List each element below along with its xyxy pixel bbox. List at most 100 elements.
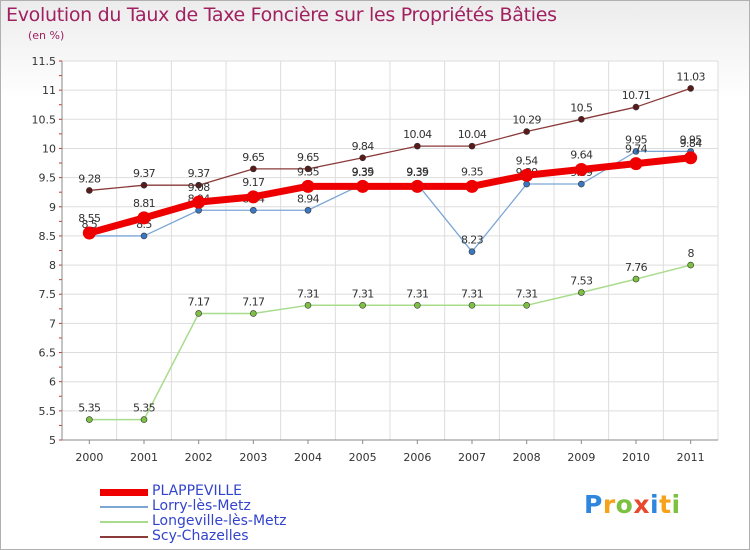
data-point [195, 181, 202, 189]
data-label: 10.5 [570, 101, 593, 114]
data-label: 9.35 [352, 165, 375, 178]
data-point [684, 151, 698, 165]
data-point [632, 275, 640, 283]
logo-letter: i [671, 490, 681, 519]
data-point [140, 181, 148, 189]
data-label: 9.64 [570, 148, 593, 161]
x-tick-label: 2005 [349, 451, 377, 464]
series-longeville-l-s-metz: 5.35 5.35 7.17 7.17 7.31 7.31 7.31 7.31 7.31 7.53… [78, 247, 695, 423]
y-tick-label: 6.5 [39, 347, 57, 360]
series-line [88, 264, 692, 421]
data-label: 9.37 [133, 167, 156, 180]
proxiti-logo: Proxiti [584, 490, 681, 519]
data-point [356, 179, 370, 193]
data-label: 9.95 [625, 133, 648, 146]
data-point [195, 310, 202, 317]
y-tick-label: 9.5 [39, 172, 57, 185]
data-label: 8.94 [297, 192, 320, 205]
data-point [410, 179, 424, 193]
data-label: 9.84 [352, 140, 375, 153]
data-label: 9.95 [680, 133, 703, 146]
data-point [468, 302, 476, 309]
y-tick-label: 11 [42, 84, 56, 97]
data-label: 9.65 [297, 151, 320, 164]
legend-label: Lorry-lès-Metz [152, 498, 251, 514]
data-point [523, 302, 530, 309]
data-point [687, 261, 694, 269]
data-point [578, 289, 585, 296]
data-label: 9.65 [242, 151, 265, 164]
logo-letter: o [615, 490, 634, 519]
data-label: 9.39 [406, 166, 429, 179]
x-tick-label: 2007 [458, 451, 486, 464]
data-label: 7.31 [297, 287, 319, 300]
logo-letter: r [602, 490, 616, 519]
data-label: 8.81 [133, 197, 155, 210]
legend-swatch [100, 488, 148, 496]
data-point [629, 157, 643, 171]
data-point [578, 116, 585, 123]
data-point [86, 187, 93, 194]
legend-item: Lorry-lès-Metz [100, 499, 287, 514]
data-point [523, 128, 530, 135]
x-tick-label: 2010 [622, 451, 650, 464]
legend-item: Scy-Chazelles [100, 529, 287, 544]
data-label: 5.35 [133, 402, 156, 415]
data-label: 9.39 [352, 166, 375, 179]
data-point [632, 103, 640, 111]
chart-unit-label: (en %) [28, 29, 65, 42]
legend-label: Scy-Chazelles [152, 528, 249, 544]
x-tick-label: 2003 [239, 451, 267, 464]
data-point [414, 302, 421, 309]
data-label: 11.03 [676, 70, 705, 83]
data-point [137, 211, 151, 225]
data-label: 8.23 [461, 234, 484, 247]
data-point [574, 162, 588, 176]
data-label: 9.35 [406, 165, 429, 178]
x-tick-label: 2008 [513, 451, 541, 464]
data-label: 9.37 [188, 167, 211, 180]
logo-letter: t [659, 490, 672, 519]
data-label: 9.28 [78, 172, 101, 185]
data-label: 7.31 [406, 287, 428, 300]
data-label: 9.17 [242, 176, 265, 189]
data-point [520, 168, 534, 182]
data-label: 10.71 [622, 89, 651, 102]
y-tick-label: 9 [49, 201, 56, 214]
logo-letter: i [650, 490, 660, 519]
data-point [687, 85, 694, 92]
legend-label: PLAPPEVILLE [152, 483, 243, 499]
data-point [359, 302, 366, 309]
logo-letter: P [584, 490, 603, 519]
legend-item: Longeville-lès-Metz [100, 514, 287, 529]
data-point [246, 190, 260, 204]
data-point [192, 195, 206, 209]
data-point [359, 154, 366, 162]
data-point [86, 416, 93, 423]
data-point [468, 248, 476, 255]
series-plappeville: 8.55 8.81 9.08 9.17 9.35 9.35 9.35 9.35 9.54 9.64… [78, 137, 703, 240]
data-label: 8 [687, 247, 694, 260]
x-tick-label: 2011 [677, 451, 705, 464]
data-label: 7.76 [625, 261, 648, 274]
y-tick-label: 8.5 [39, 230, 57, 243]
data-label: 10.29 [512, 114, 541, 127]
data-label: 7.17 [242, 295, 265, 308]
series-scy-chazelles: 9.28 9.37 9.37 9.65 9.65 9.84 10.04 10.04 10.29 1… [78, 70, 706, 194]
data-point [140, 232, 148, 240]
data-point [632, 148, 640, 155]
x-tick-label: 2000 [75, 451, 103, 464]
data-point [304, 165, 312, 173]
legend-swatch [100, 521, 148, 523]
logo-letter: x [633, 490, 650, 519]
data-label: 9.84 [680, 137, 703, 150]
data-point [301, 179, 315, 193]
data-point [250, 165, 257, 173]
data-label: 5.35 [78, 402, 101, 415]
chart-legend: PLAPPEVILLE Lorry-lès-Metz Longeville-lès-… [100, 484, 287, 544]
data-point [82, 226, 96, 240]
x-tick-label: 2006 [403, 451, 431, 464]
data-label: 10.04 [403, 128, 432, 141]
y-tick-label: 6 [49, 376, 56, 389]
